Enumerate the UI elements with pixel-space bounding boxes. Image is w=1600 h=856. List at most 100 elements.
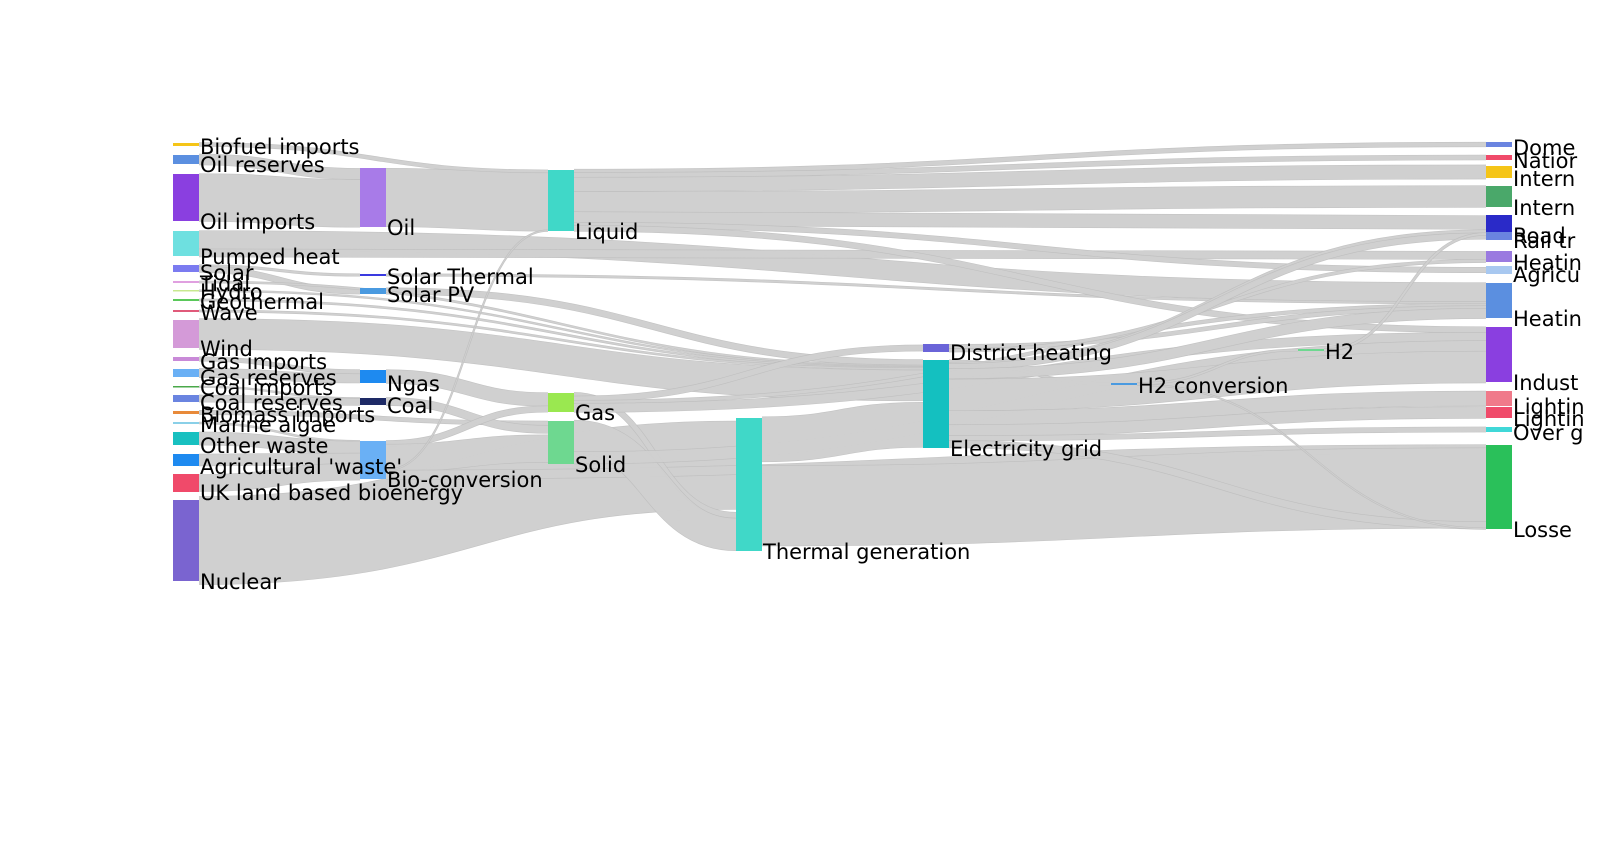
node-solar_thermal[interactable] <box>360 274 386 276</box>
node-road_transport[interactable] <box>1486 215 1512 235</box>
node-international_shipping[interactable] <box>1486 166 1512 178</box>
node-ngas[interactable] <box>360 370 386 383</box>
link-oil-liquid[interactable] <box>385 168 549 231</box>
node-label-coal: Coal <box>387 394 433 418</box>
link-oil_reserves-oil[interactable] <box>198 154 361 180</box>
node-solar_pv[interactable] <box>360 288 386 294</box>
link-liquid-road_transport[interactable] <box>573 211 1487 230</box>
node-liquid[interactable] <box>548 170 574 231</box>
link-ngas-gas[interactable] <box>385 370 549 406</box>
node-label-oil: Oil <box>387 216 415 240</box>
node-oil_reserves[interactable] <box>173 155 199 164</box>
link-coal_reserves-coal[interactable] <box>198 395 361 406</box>
link-thermal_generation-losses[interactable] <box>761 448 1487 546</box>
node-label-road_transport: Road <box>1513 224 1566 248</box>
node-heating_commercial[interactable] <box>1486 251 1512 262</box>
link-h2_conversion-losses[interactable] <box>1136 384 1487 530</box>
link-electricity_grid-over_generation[interactable] <box>948 427 1487 441</box>
node-oil_imports[interactable] <box>173 174 199 221</box>
node-agriculture[interactable] <box>1486 266 1512 274</box>
link-pumped_heat-heating_commercial[interactable] <box>198 249 1487 260</box>
node-coal_reserves[interactable] <box>173 395 199 402</box>
node-gas_reserves[interactable] <box>173 369 199 377</box>
link-liquid-domestic_aviation[interactable] <box>573 142 1487 174</box>
link-solar_pv-electricity_grid[interactable] <box>385 288 924 366</box>
link-electricity_grid-industry[interactable] <box>948 351 1487 411</box>
node-label-liquid: Liquid <box>575 220 638 244</box>
node-district_heating[interactable] <box>923 344 949 352</box>
node-agri_waste[interactable] <box>173 454 199 466</box>
node-heating_homes[interactable] <box>1486 283 1512 318</box>
link-gas-district_heating[interactable] <box>573 345 924 402</box>
link-solid-thermal_generation[interactable] <box>573 420 737 551</box>
node-over_generation[interactable] <box>1486 427 1512 432</box>
link-bio_conversion-solid[interactable] <box>385 435 549 472</box>
link-biofuel_imports-liquid[interactable] <box>198 142 549 174</box>
node-tidal[interactable] <box>173 281 199 283</box>
node-label-geothermal: Geothermal <box>200 290 324 314</box>
node-domestic_aviation[interactable] <box>1486 142 1512 147</box>
link-other_waste-bio_conversion[interactable] <box>198 432 361 454</box>
node-h2_conversion[interactable] <box>1111 383 1137 385</box>
link-gas_reserves-ngas[interactable] <box>198 368 361 383</box>
link-gas-heating_homes[interactable] <box>573 303 1487 404</box>
link-liquid-agriculture[interactable] <box>573 222 1487 273</box>
node-gas_imports[interactable] <box>173 357 199 361</box>
node-gas[interactable] <box>548 393 574 412</box>
node-wave[interactable] <box>173 310 199 312</box>
link-bio_conversion-liquid[interactable] <box>385 230 549 471</box>
node-bio_conversion[interactable] <box>360 441 386 479</box>
node-h2[interactable] <box>1298 349 1324 351</box>
node-lighting_homes[interactable] <box>1486 391 1512 406</box>
link-electricity_grid-lighting_homes[interactable] <box>948 391 1487 426</box>
node-electricity_grid[interactable] <box>923 360 949 448</box>
node-nuclear[interactable] <box>173 500 199 581</box>
node-pumped_heat[interactable] <box>173 231 199 256</box>
link-solar_thermal-heating_homes[interactable] <box>385 274 1487 304</box>
link-electricity_grid-rail_transport[interactable] <box>948 233 1487 370</box>
node-label-gas_imports: Gas imports <box>200 350 327 374</box>
node-marine_algae[interactable] <box>173 422 199 424</box>
node-national_navigation[interactable] <box>1486 155 1512 160</box>
node-solid[interactable] <box>548 421 574 464</box>
node-international_aviation[interactable] <box>1486 186 1512 207</box>
link-district_heating-heating_commercial[interactable] <box>948 259 1487 352</box>
link-wind-electricity_grid[interactable] <box>198 318 924 401</box>
link-solar-solar_thermal[interactable] <box>198 264 361 276</box>
node-losses[interactable] <box>1486 445 1512 529</box>
node-solar[interactable] <box>173 265 199 272</box>
link-uk_land-bio_conversion[interactable] <box>198 463 361 492</box>
link-solar-solar_pv[interactable] <box>198 266 361 294</box>
node-oil[interactable] <box>360 168 386 227</box>
node-biofuel_imports[interactable] <box>173 143 199 146</box>
link-h2_conversion-h2[interactable] <box>1136 349 1299 385</box>
node-label-gas: Gas <box>575 401 615 425</box>
node-geothermal[interactable] <box>173 299 199 301</box>
node-coal[interactable] <box>360 398 386 405</box>
link-electricity_grid-lighting_commercial[interactable] <box>948 406 1487 437</box>
link-liquid-international_shipping[interactable] <box>573 165 1487 192</box>
link-h2-road_transport[interactable] <box>1323 233 1487 351</box>
node-uk_land[interactable] <box>173 474 199 492</box>
link-bio_conversion-gas[interactable] <box>385 406 549 447</box>
link-coal-solid[interactable] <box>385 397 549 434</box>
link-agri_waste-bio_conversion[interactable] <box>198 453 361 466</box>
node-lighting_commercial[interactable] <box>1486 407 1512 418</box>
link-thermal_generation-electricity_grid[interactable] <box>761 402 924 462</box>
node-coal_imports[interactable] <box>173 386 199 388</box>
node-label-hydro: Hydro <box>200 280 263 304</box>
node-rail_transport[interactable] <box>1486 232 1512 240</box>
link-oil_imports-oil[interactable] <box>198 173 361 227</box>
node-biomass_imports[interactable] <box>173 411 199 414</box>
link-liquid-international_aviation[interactable] <box>573 185 1487 213</box>
link-electricity_grid-losses[interactable] <box>948 440 1487 529</box>
link-gas_imports-ngas[interactable] <box>198 357 361 374</box>
node-industry[interactable] <box>1486 327 1512 382</box>
node-wind[interactable] <box>173 320 199 348</box>
node-hydro[interactable] <box>173 290 199 292</box>
node-other_waste[interactable] <box>173 432 199 445</box>
link-liquid-national_navigation[interactable] <box>573 155 1487 178</box>
node-thermal_generation[interactable] <box>736 418 762 551</box>
